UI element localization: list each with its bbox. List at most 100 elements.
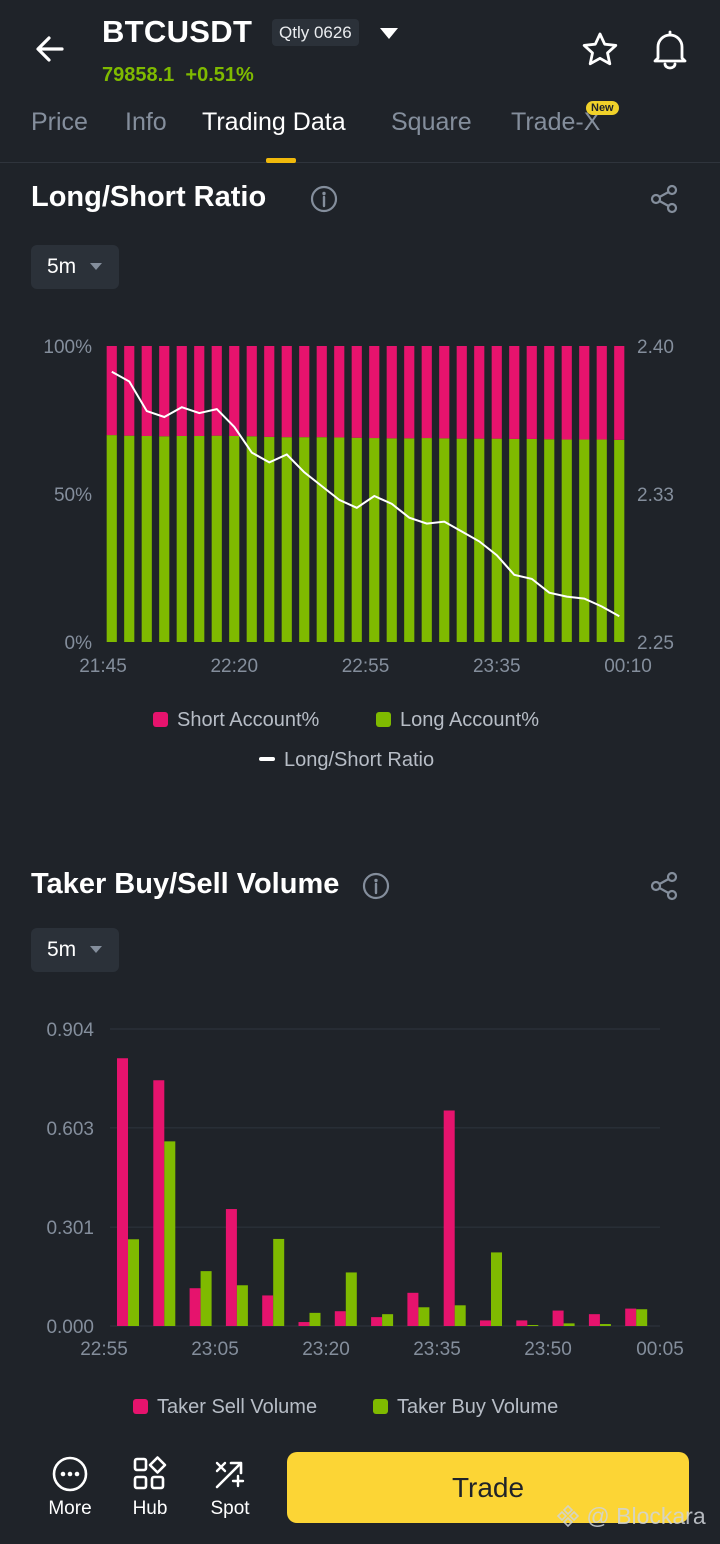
- taker-buy-bar: [200, 1271, 212, 1326]
- taker-sell-bar: [625, 1308, 637, 1326]
- long-account-bar: [579, 439, 590, 642]
- y-tick-label: 0.301: [46, 1218, 94, 1239]
- taker-sell-bar: [225, 1209, 237, 1326]
- short-account-bar: [509, 346, 520, 439]
- y-left-tick-label: 50%: [54, 485, 92, 506]
- taker-sell-bar: [516, 1320, 528, 1326]
- short-account-bar: [316, 346, 327, 438]
- short-account-bar: [369, 346, 380, 439]
- legend-ratio-swatch: [259, 757, 275, 761]
- y-tick-label: 0.603: [46, 1119, 94, 1140]
- long-account-bar: [561, 439, 572, 642]
- y-tick-label: 0.904: [46, 1020, 94, 1041]
- hub-button[interactable]: Hub: [110, 1455, 190, 1525]
- long-account-bar: [509, 438, 520, 642]
- info-icon[interactable]: [310, 185, 338, 213]
- caret-down-icon: [90, 946, 102, 953]
- taker-buy-bar: [491, 1252, 502, 1326]
- interval-select[interactable]: 5m: [31, 928, 119, 972]
- taker-buy-bar: [599, 1324, 611, 1326]
- legend-short-label: Short Account%: [177, 709, 320, 731]
- taker-sell-bar: [588, 1314, 600, 1326]
- long-account-bar: [124, 435, 135, 642]
- short-account-bar: [386, 346, 397, 439]
- short-account-bar: [141, 346, 152, 436]
- tab-square[interactable]: Square: [391, 108, 472, 136]
- tab-trade-x[interactable]: Trade-X: [511, 108, 601, 136]
- long-account-bar: [264, 436, 275, 642]
- info-icon[interactable]: [362, 872, 390, 900]
- contract-badge: Qtly 0626: [272, 19, 359, 46]
- legend-taker-buy[interactable]: Taker Buy Volume: [373, 1396, 558, 1419]
- more-icon: [52, 1456, 88, 1492]
- long-account-bar: [176, 435, 187, 642]
- legend-ratio[interactable]: Long/Short Ratio: [259, 749, 434, 772]
- taker-sell-bar: [298, 1322, 310, 1326]
- share-icon[interactable]: [648, 183, 680, 215]
- interval-value: 5m: [47, 255, 77, 278]
- taker-sell-bar: [480, 1320, 491, 1326]
- caret-down-icon[interactable]: [378, 24, 400, 42]
- long-account-bar: [141, 435, 152, 642]
- interval-select[interactable]: 5m: [31, 245, 119, 289]
- long-account-bar: [106, 435, 117, 642]
- short-account-bar: [124, 346, 135, 436]
- spot-button[interactable]: Spot: [190, 1455, 270, 1525]
- short-account-bar: [159, 346, 170, 437]
- taker-sell-bar: [443, 1110, 455, 1326]
- taker-sell-bar: [334, 1311, 346, 1326]
- taker-buy-bar: [563, 1323, 575, 1326]
- y-left-tick-label: 100%: [43, 337, 92, 358]
- taker-buy-bar: [309, 1312, 321, 1326]
- short-account-bar: [596, 346, 607, 440]
- hub-label: Hub: [132, 1498, 168, 1519]
- taker-buy-bar: [236, 1285, 248, 1326]
- y-tick-label: 0.000: [46, 1317, 94, 1338]
- tab-price[interactable]: Price: [31, 108, 88, 136]
- short-account-bar: [351, 346, 362, 438]
- taker-sell-bar: [262, 1295, 274, 1326]
- share-icon[interactable]: [648, 870, 680, 902]
- tab-info[interactable]: Info: [125, 108, 167, 136]
- back-arrow-icon[interactable]: [30, 30, 70, 70]
- short-account-bar: [474, 346, 485, 439]
- last-price: 79858.1: [102, 64, 175, 86]
- spot-icon: [215, 1461, 245, 1489]
- tab-trading-data[interactable]: Trading Data: [202, 108, 346, 136]
- symbol-title[interactable]: BTCUSDT: [102, 14, 253, 49]
- long-account-bar: [281, 437, 292, 642]
- long-account-bar: [404, 438, 415, 642]
- short-account-bar: [299, 346, 310, 438]
- watermark-text: @ Blockara: [586, 1503, 706, 1529]
- short-account-bar: [229, 346, 240, 436]
- taker-buy-bar: [345, 1272, 357, 1326]
- taker-buy-bar: [164, 1141, 176, 1326]
- trade-button[interactable]: Trade: [287, 1452, 689, 1523]
- legend-short[interactable]: Short Account%: [153, 709, 319, 732]
- long-account-bar: [614, 439, 625, 642]
- legend-taker-sell[interactable]: Taker Sell Volume: [133, 1396, 317, 1419]
- bell-icon[interactable]: [650, 28, 690, 70]
- long-account-bar: [316, 437, 327, 642]
- short-account-bar: [211, 346, 222, 436]
- more-label: More: [48, 1498, 92, 1519]
- more-button[interactable]: More: [30, 1455, 110, 1525]
- long-account-bar: [596, 439, 607, 642]
- legend-ratio-label: Long/Short Ratio: [284, 749, 435, 771]
- binance-logo-icon: [556, 1504, 580, 1528]
- caret-down-icon: [90, 263, 102, 270]
- y-right-tick-label: 2.33: [637, 485, 674, 506]
- long-account-bar: [439, 438, 450, 642]
- x-tick-label: 23:20: [302, 1339, 350, 1360]
- taker-sell-bar: [117, 1058, 128, 1326]
- star-icon[interactable]: [580, 30, 620, 70]
- legend-buy-swatch: [373, 1399, 388, 1414]
- x-tick-label: 23:35: [413, 1339, 461, 1360]
- long-account-bar: [299, 437, 310, 642]
- taker-sell-bar: [189, 1288, 201, 1326]
- legend-sell-swatch: [133, 1399, 148, 1414]
- short-account-bar: [579, 346, 590, 440]
- legend-long[interactable]: Long Account%: [376, 709, 539, 732]
- x-tick-label: 23:05: [191, 1339, 239, 1360]
- taker-buy-bar: [636, 1309, 648, 1326]
